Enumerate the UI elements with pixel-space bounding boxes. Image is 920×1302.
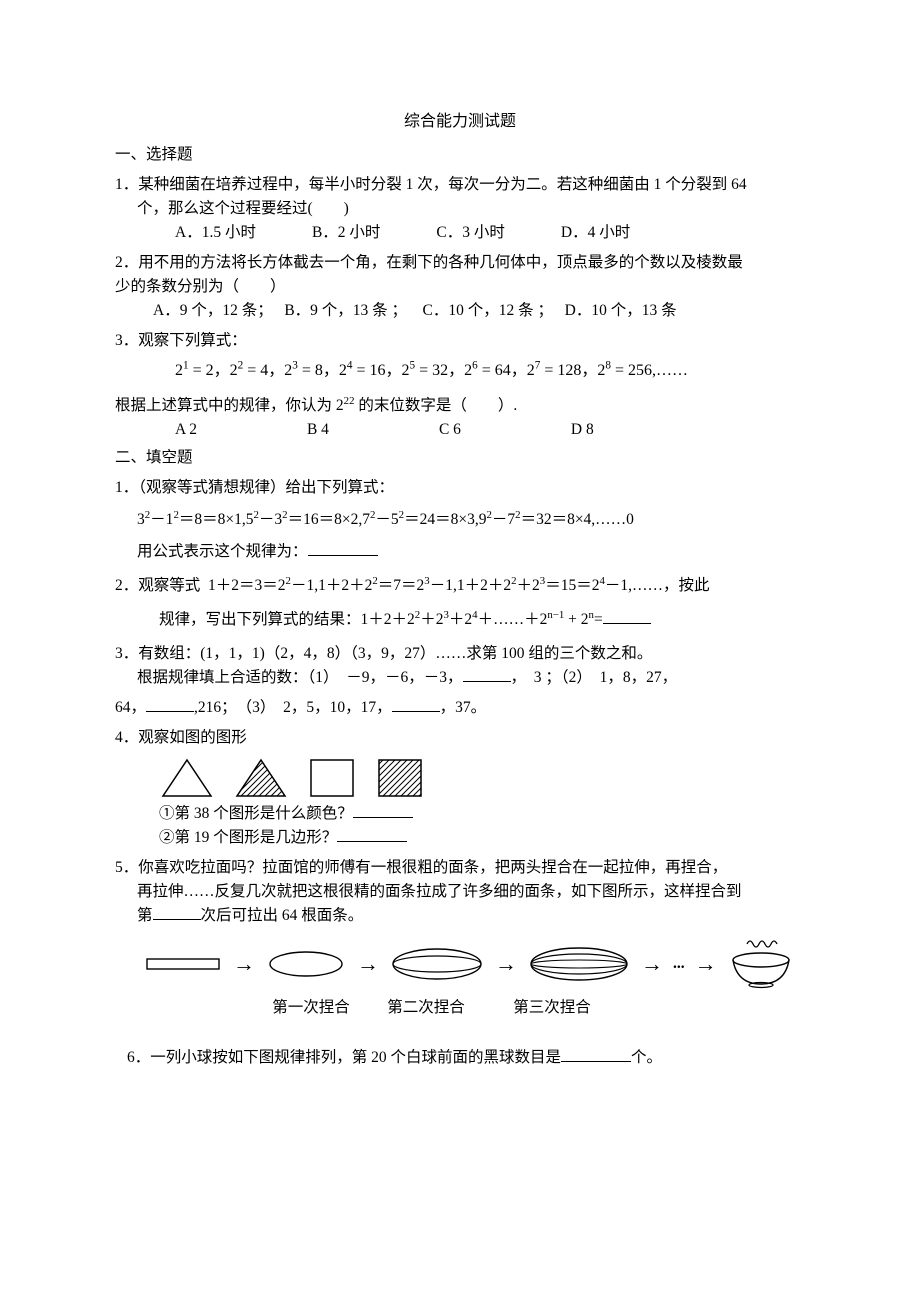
arrow-right-icon: → (357, 947, 379, 981)
f2-plus: + 2 (564, 611, 588, 628)
arrow-right-icon: → (495, 947, 517, 981)
f3-line2-pre: 根据规律填上合适的数：（1） －9，－6，－3， (137, 669, 463, 686)
q3-choice-b: B 4 (307, 418, 329, 442)
f5-figure: → → → → ... → (115, 936, 805, 992)
f1-head: 1．（观察等式猜想规律）给出下列算式： (115, 476, 805, 500)
arrow-right-icon: → (233, 947, 255, 981)
triangle-hatched-icon (233, 756, 289, 800)
blank (463, 667, 511, 682)
f4-cap2-line: ②第 19 个图形是几边形？ (115, 826, 805, 850)
blank (153, 905, 201, 920)
q1-line2: 个，那么这个过程要经过( ) (115, 197, 805, 221)
q3-ask: 根据上述算式中的规律，你认为 222 的末位数字是（ ）. (115, 394, 805, 418)
f4-cap1-line: ①第 38 个图形是什么颜色？ (115, 802, 805, 826)
fill-2: 2．观察等式 1＋2＝3＝22－1,1＋2＋22＝7＝23－1,1＋2＋22＋2… (115, 574, 805, 632)
f5-line2: 再拉伸……反复几次就把这根很精的面条拉成了许多细的面条，如下图所示，这样捏合到 (115, 880, 805, 904)
fill-4: 4．观察如图的图形 (115, 726, 805, 850)
blank (337, 827, 407, 842)
q3-ask-sup: 22 (344, 395, 355, 407)
noodle-stage-3-icon (527, 944, 631, 984)
q3-formula: 21 = 2，22 = 4，23 = 8，24 = 16，25 = 32，26 … (115, 359, 805, 384)
f5-line3: 第 次后可拉出 64 根面条。 (115, 904, 805, 928)
f5-line3-post: 次后可拉出 64 根面条。 (201, 907, 364, 924)
page-title: 综合能力测试题 (115, 110, 805, 135)
q2-choice-a: A．9 个，12 条； (153, 302, 273, 319)
f2-sup-n1: n−1 (547, 609, 564, 621)
q2-choice-b: B．9 个，13 条 ； (284, 302, 407, 319)
q3-choice-c: C 6 (439, 418, 461, 442)
fill-6: 6．一列小球按如下图规律排列，第 20 个白球前面的黑球数目是 个。 (115, 1046, 805, 1070)
q3-choice-a: A 2 (175, 418, 197, 442)
f1-ask: 用公式表示这个规律为： (137, 543, 308, 560)
q1-choice-d: D．4 小时 (561, 221, 630, 245)
q2-line2: 少的条数分别为（ ） (115, 275, 805, 299)
f3-line1: 3．有数组：(1，1，1)（2，4，8）（3，9，27）……求第 100 组的三… (115, 642, 805, 666)
triangle-white-icon (159, 756, 215, 800)
f4-shapes (115, 756, 805, 800)
blank (603, 609, 651, 624)
section-1-heading: 一、选择题 (115, 143, 805, 167)
q1-choice-c: C．3 小时 (436, 221, 504, 245)
f2-line2: 规律，写出下列算式的结果：1＋2＋22＋23＋24＋……＋2n−1 + 2n= (115, 608, 805, 632)
f1-formula: 32－12＝8＝8×1,52－32＝16＝8×2,72－52＝24＝8×3,92… (115, 508, 805, 532)
ellipsis: ... (673, 952, 685, 976)
f2-eq: = (594, 611, 603, 628)
fill-1: 1．（观察等式猜想规律）给出下列算式： 32－12＝8＝8×1,52－32＝16… (115, 476, 805, 564)
q2-choices: A．9 个，12 条； B．9 个，13 条 ； C．10 个，12 条 ； D… (115, 299, 805, 323)
f6-post: 个。 (631, 1049, 662, 1066)
f3-line2: 根据规律填上合适的数：（1） －9，－6，－3， ， 3 ；（2） 1，8，27， (115, 666, 805, 690)
q2-line1: 2．用不用的方法将长方体截去一个角，在剩下的各种几何体中，顶点最多的个数以及棱数… (115, 251, 805, 275)
f5-cap2: 第二次捏合 (365, 996, 487, 1020)
square-hatched-icon (375, 756, 425, 800)
f5-line1: 5．你喜欢吃拉面吗？拉面馆的师傅有一根很粗的面条，把两头捏合在一起拉伸，再捏合， (115, 856, 805, 880)
arrow-right-icon: → (695, 947, 717, 981)
fill-3: 3．有数组：(1，1，1)（2，4，8）（3，9，27）……求第 100 组的三… (115, 642, 805, 720)
f5-line3-pre: 第 (137, 907, 153, 924)
noodle-bowl-icon (727, 936, 795, 992)
f6-pre: 6．一列小球按如下图规律排列，第 20 个白球前面的黑球数目是 (127, 1049, 561, 1066)
q3-ask-post: 的末位数字是（ ）. (354, 397, 517, 414)
q2-choice-d: D．10 个，13 条 (565, 302, 677, 319)
f4-cap1: ①第 38 个图形是什么颜色？ (159, 805, 353, 822)
q3-choice-d: D 8 (571, 418, 594, 442)
f5-cap3: 第三次捏合 (487, 996, 617, 1020)
f3-line2-post: ， 3 ；（2） 1，8，27， (511, 669, 678, 686)
f3-line3-mid: ,216； （3） 2，5，10，17， (194, 699, 392, 716)
blank (353, 803, 413, 818)
q1-choices: A．1.5 小时 B．2 小时 C．3 小时 D．4 小时 (115, 221, 805, 245)
f1-ask-line: 用公式表示这个规律为： (115, 540, 805, 564)
fill-5: 5．你喜欢吃拉面吗？拉面馆的师傅有一根很粗的面条，把两头捏合在一起拉伸，再捏合，… (115, 856, 805, 1020)
f3-line3: 64， ,216； （3） 2，5，10，17， ，37。 (115, 696, 805, 720)
arrow-right-icon: → (641, 947, 663, 981)
f2-line1: 2．观察等式 1＋2＝3＝22－1,1＋2＋22＝7＝23－1,1＋2＋22＋2… (115, 574, 805, 598)
noodle-stage-2-icon (389, 945, 485, 983)
q1-choice-b: B．2 小时 (312, 221, 380, 245)
q3-choices: A 2 B 4 C 6 D 8 (115, 418, 805, 442)
question-2: 2．用不用的方法将长方体截去一个角，在剩下的各种几何体中，顶点最多的个数以及棱数… (115, 251, 805, 323)
f4-cap2: ②第 19 个图形是几边形？ (159, 829, 337, 846)
q1-choice-a: A．1.5 小时 (175, 221, 256, 245)
f3-line3-pre: 64， (115, 699, 146, 716)
f3-line3-post: ，37。 (440, 699, 487, 716)
question-3: 3．观察下列算式： 21 = 2，22 = 4，23 = 8，24 = 16，2… (115, 329, 805, 442)
question-1: 1．某种细菌在培养过程中，每半小时分裂 1 次，每次一分为二。若这种细菌由 1 … (115, 173, 805, 245)
blank (146, 697, 194, 712)
blank (561, 1047, 631, 1062)
blank (308, 541, 378, 556)
square-white-icon (307, 756, 357, 800)
page: 综合能力测试题 一、选择题 1．某种细菌在培养过程中，每半小时分裂 1 次，每次… (0, 0, 920, 1302)
section-2-heading: 二、填空题 (115, 446, 805, 470)
q1-line1: 1．某种细菌在培养过程中，每半小时分裂 1 次，每次一分为二。若这种细菌由 1 … (115, 173, 805, 197)
f4-head: 4．观察如图的图形 (115, 726, 805, 750)
noodle-stage-1-icon (265, 947, 347, 981)
q3-ask-pre: 根据上述算式中的规律，你认为 2 (115, 397, 344, 414)
f5-cap1: 第一次捏合 (257, 996, 365, 1020)
blank (392, 697, 440, 712)
q3-head: 3．观察下列算式： (115, 329, 805, 353)
f5-captions: 第一次捏合 第二次捏合 第三次捏合 (115, 996, 805, 1020)
noodle-stage-0-icon (145, 954, 223, 974)
q2-choice-c: C．10 个，12 条 ； (423, 302, 553, 319)
